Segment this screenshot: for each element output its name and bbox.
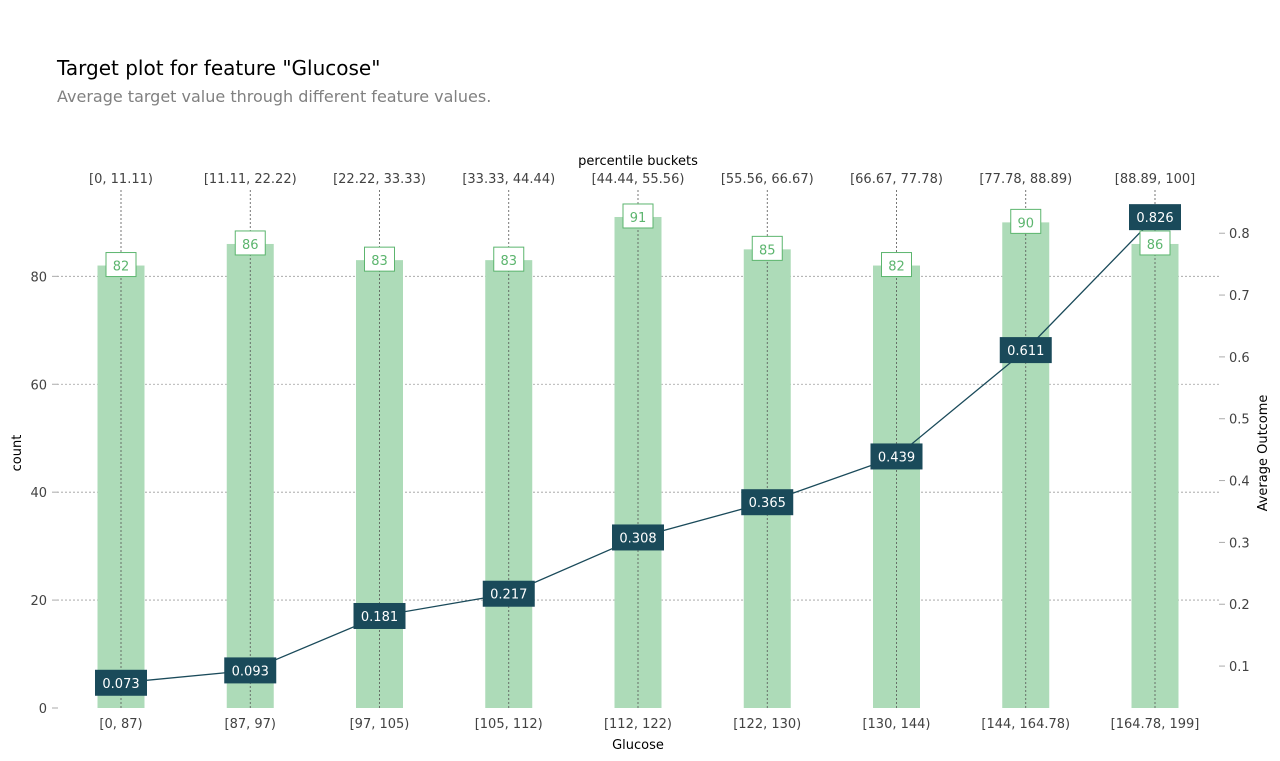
outcome-label-box: [482, 580, 535, 607]
top-x-tick-label: [44.44, 55.56): [592, 172, 685, 187]
outcome-label-box: [612, 524, 664, 551]
outcome-label-box: [95, 669, 147, 696]
right-axis-tick-label: 0.7: [1229, 289, 1250, 304]
left-axis-tick-label: 20: [30, 594, 47, 609]
outcome-label-box: [999, 337, 1052, 364]
count-label: 85: [759, 243, 776, 258]
count-label: 83: [371, 254, 388, 269]
x-tick-label: [97, 105): [350, 717, 410, 732]
left-axis-tick-label: 0: [39, 702, 47, 717]
outcome-label-box: [353, 602, 406, 629]
count-label: 83: [500, 254, 517, 269]
right-axis-tick-label: 0.3: [1229, 536, 1250, 551]
count-label: 90: [1017, 216, 1034, 231]
right-axis-tick-label: 0.6: [1229, 351, 1250, 366]
outcome-label-box: [1129, 204, 1181, 231]
y2-axis-title: Average Outcome: [1256, 395, 1271, 512]
outcome-label-box: [224, 657, 277, 684]
top-x-tick-label: [66.67, 77.78): [850, 172, 943, 187]
x-tick-label: [105, 112): [475, 717, 543, 732]
count-label-box: [751, 235, 783, 261]
right-axis-tick-label: 0.4: [1229, 475, 1250, 490]
x-tick-label: [112, 122): [604, 717, 672, 732]
chart-subtitle: Average target value through different f…: [57, 87, 492, 106]
top-x-axis-title: percentile buckets: [578, 154, 698, 169]
right-axis-tick-label: 0.1: [1229, 660, 1250, 675]
x-tick-label: [0, 87): [99, 717, 142, 732]
count-label: 91: [630, 211, 647, 226]
top-x-tick-label: [33.33, 44.44): [462, 172, 555, 187]
top-x-tick-label: [55.56, 66.67): [721, 172, 814, 187]
outcome-label: 0.308: [619, 531, 656, 546]
x-tick-label: [130, 144): [862, 717, 930, 732]
value-labels: 82 86 83 83 91 85 82 90 86 0.073 0.093 0.181 0.217 0.…: [95, 203, 1181, 696]
left-axis-tick-label: 40: [30, 486, 47, 501]
outcome-label: 0.611: [1007, 344, 1044, 359]
x-axis-title: Glucose: [612, 738, 664, 753]
outcome-label: 0.217: [490, 588, 527, 603]
top-x-tick-label: [11.11, 22.22): [204, 172, 297, 187]
x-tick-label: [122, 130): [733, 717, 801, 732]
x-tick-label: [87, 97): [225, 717, 277, 732]
top-x-tick-label: [0, 11.11): [89, 172, 153, 187]
count-label-box: [105, 252, 137, 278]
chart-title: Target plot for feature "Glucose": [57, 56, 381, 80]
count-label-box: [1010, 208, 1042, 234]
right-axis-tick-label: 0.8: [1229, 227, 1250, 242]
count-label-box: [364, 246, 395, 272]
top-x-tick-label: [22.22, 33.33): [333, 172, 426, 187]
x-tick-label: [164.78, 199]: [1111, 717, 1200, 732]
left-axis-tick-label: 60: [30, 378, 47, 393]
count-label: 82: [888, 260, 905, 275]
count-label-box: [234, 230, 266, 256]
count-label: 86: [242, 238, 259, 253]
outcome-label: 0.365: [749, 496, 786, 511]
count-label-box: [622, 203, 654, 229]
count-label-box: [881, 252, 912, 278]
x-tick-label: [144, 164.78): [981, 717, 1070, 732]
count-label: 86: [1147, 238, 1164, 253]
outcome-label: 0.073: [102, 677, 139, 692]
top-x-tick-label: [88.89, 100]: [1115, 172, 1195, 187]
right-axis-tick-label: 0.5: [1229, 413, 1250, 428]
y-axis-title: count: [10, 435, 25, 472]
left-axis-tick-label: 80: [30, 270, 47, 285]
right-axis-tick-label: 0.2: [1229, 598, 1250, 613]
count-label-box: [1139, 230, 1171, 256]
outcome-label-box: [741, 489, 794, 516]
outcome-label-box: [870, 443, 923, 470]
outcome-label: 0.093: [232, 664, 269, 679]
outcome-label: 0.439: [878, 450, 915, 465]
outcome-label: 0.181: [361, 610, 398, 625]
count-label: 82: [113, 260, 130, 275]
axes: 0 20 40 60 80 0.1 0.2 0.3 0.4 0.5 0.6 0.7 0.8 [0, 87)…: [10, 154, 1271, 753]
top-x-tick-label: [77.78, 88.89): [979, 172, 1072, 187]
outcome-label: 0.826: [1136, 211, 1173, 226]
count-label-box: [493, 246, 525, 272]
